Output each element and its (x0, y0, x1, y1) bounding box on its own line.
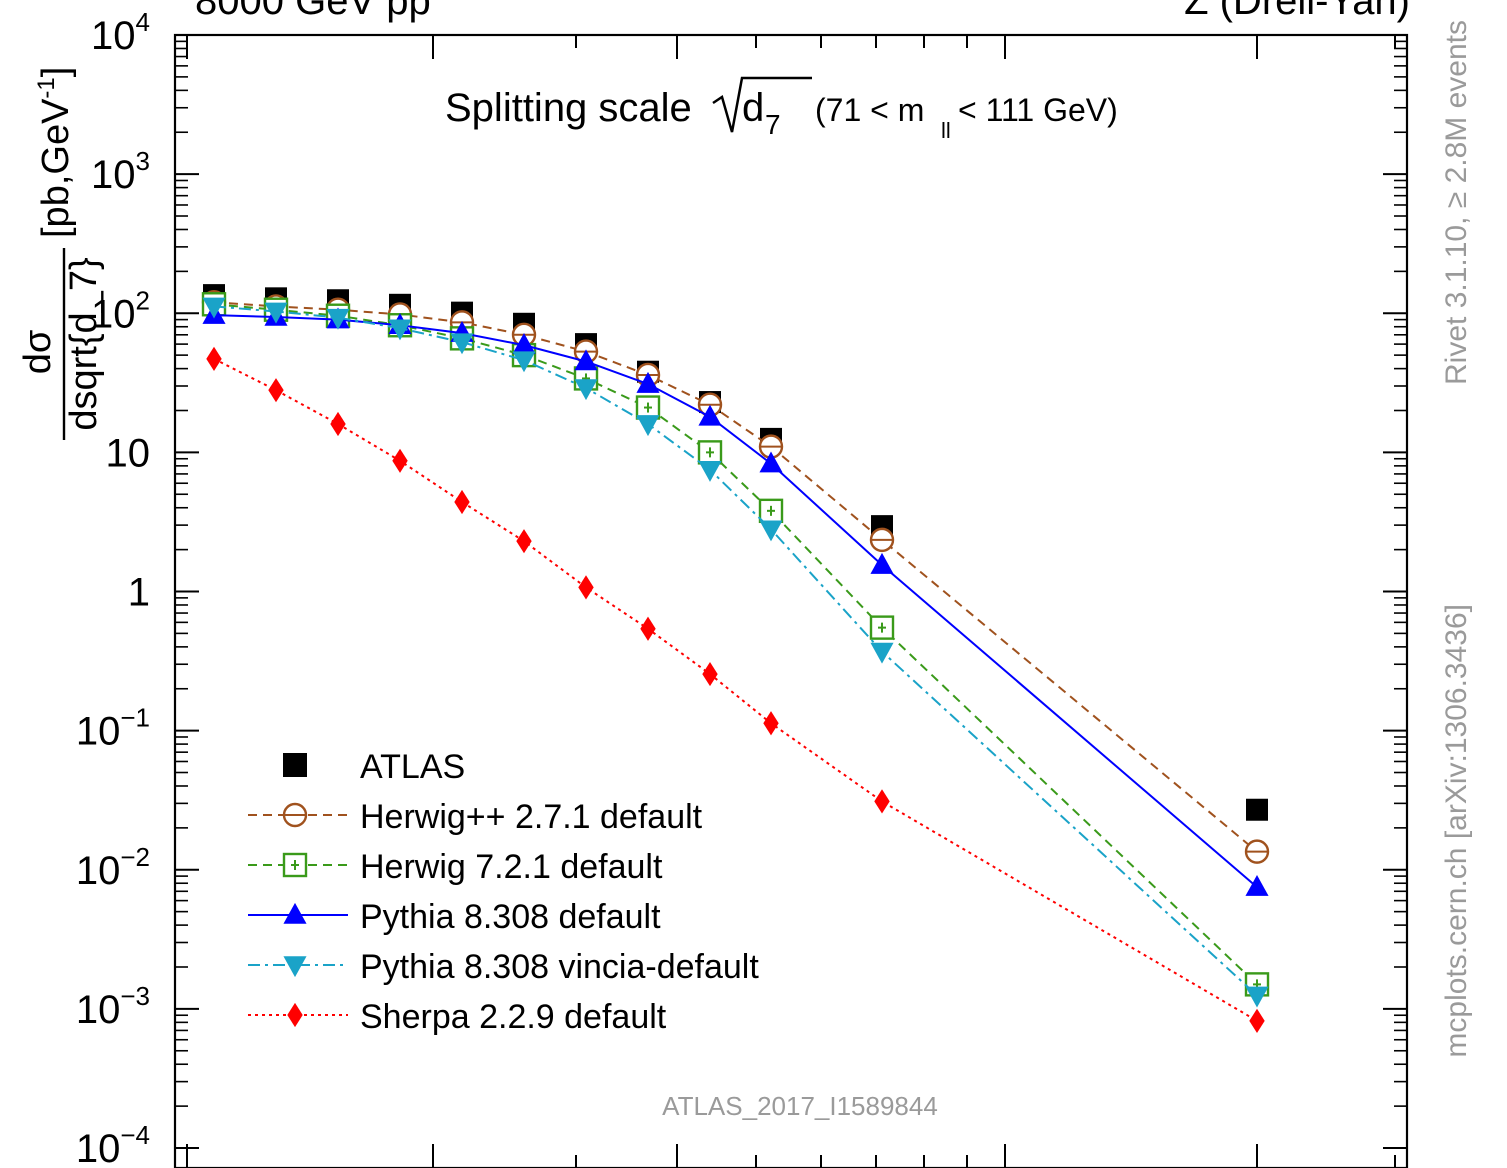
y-axis-label: dσ dsqrt{d_7} [pb,GeV-1] (17, 67, 105, 440)
rivet-version-label: Rivet 3.1.10, ≥ 2.8M events (1440, 20, 1473, 385)
data-point (763, 711, 779, 736)
header-right-label: Z (Drell-Yan) (1184, 0, 1410, 23)
y-tick-label: 10−4 (76, 1120, 150, 1168)
series-5 (206, 346, 1265, 1033)
analysis-watermark: ATLAS_2017_I1589844 (662, 1091, 938, 1121)
data-point (759, 451, 783, 473)
data-point (516, 529, 532, 554)
title-sqrt-sign (712, 76, 812, 133)
title-variable-subscript: 7 (765, 109, 781, 140)
legend-label: Herwig++ 2.7.1 default (360, 798, 703, 836)
y-axis-label-denominator: dsqrt{d_7} (63, 257, 105, 430)
data-point (578, 575, 594, 600)
title-variable: d (742, 86, 764, 130)
legend-entry: Pythia 8.308 default (248, 898, 661, 936)
data-point (388, 319, 412, 341)
legend-entry: Herwig 7.2.1 default (248, 848, 663, 886)
mcplots-label: mcplots.cern.ch [arXiv:1306.3436] (1440, 604, 1473, 1058)
data-point (330, 411, 346, 437)
series-line (213, 314, 1258, 888)
legend-entry: Herwig++ 2.7.1 default (248, 798, 703, 836)
data-point (206, 346, 222, 371)
y-axis-label-numerator: dσ (17, 330, 59, 375)
y-axis-label-units: [pb,GeV-1] (33, 67, 77, 238)
data-point (759, 520, 783, 542)
data-point (702, 661, 718, 687)
legend-marker (283, 753, 307, 777)
series-0 (203, 284, 1268, 821)
legend-label: Sherpa 2.2.9 default (360, 998, 667, 1036)
data-point (268, 378, 284, 403)
legend: ATLAS Herwig++ 2.7.1 default Herwig 7.2.1 … (248, 748, 759, 1036)
legend-entry: Pythia 8.308 vincia-default (248, 948, 759, 986)
y-tick-label: 102 (91, 285, 150, 336)
data-point (1246, 798, 1268, 821)
title-range: (71 < m (815, 92, 924, 128)
y-tick-label: 10−3 (76, 981, 150, 1032)
y-tick-label: 104 (91, 7, 150, 58)
series-line (213, 303, 1258, 986)
data-point (574, 349, 598, 371)
data-point (574, 379, 598, 401)
data-point (392, 448, 408, 473)
data-point (640, 616, 656, 641)
legend-entry: Sherpa 2.2.9 default (248, 998, 667, 1036)
data-point (1249, 1008, 1265, 1033)
data-point (698, 404, 722, 426)
data-point (870, 552, 894, 574)
series-2 (201, 292, 1270, 997)
y-tick-label: 10 (106, 431, 151, 475)
chart-title: Splitting scale (445, 86, 692, 130)
legend-label: Pythia 8.308 default (360, 898, 661, 936)
legend-entry: ATLAS (283, 748, 465, 786)
data-point (264, 302, 288, 324)
data-point (512, 333, 536, 354)
data-point (874, 789, 890, 814)
series-line (213, 357, 1258, 1022)
legend-marker (283, 956, 307, 978)
data-point (636, 371, 660, 393)
legend-marker (283, 902, 307, 924)
title-range-end: < 111 GeV) (958, 92, 1118, 128)
series-layer (201, 284, 1270, 1033)
data-point (870, 642, 894, 664)
y-tick-label: 10−2 (76, 842, 150, 893)
legend-label: Herwig 7.2.1 default (360, 848, 663, 886)
data-point (1245, 986, 1269, 1008)
title-range-subscript: ll (941, 118, 951, 143)
data-point (698, 460, 722, 482)
series-4 (202, 297, 1269, 1008)
data-point (454, 489, 470, 515)
header-left-label: 8000 GeV pp (195, 0, 431, 23)
y-tick-label: 103 (91, 146, 150, 197)
data-point (326, 308, 350, 330)
series-line (213, 305, 1258, 997)
data-point (450, 333, 474, 355)
legend-label: ATLAS (360, 748, 465, 786)
data-point (202, 297, 226, 319)
data-point (512, 351, 536, 373)
data-point (1245, 875, 1269, 896)
legend-label: Pythia 8.308 vincia-default (360, 948, 759, 986)
legend-marker (287, 1002, 303, 1028)
y-tick-label: 1 (128, 571, 150, 615)
data-point (636, 415, 660, 437)
plot-frame (173, 33, 1409, 1168)
y-tick-label: 10−1 (76, 703, 150, 754)
